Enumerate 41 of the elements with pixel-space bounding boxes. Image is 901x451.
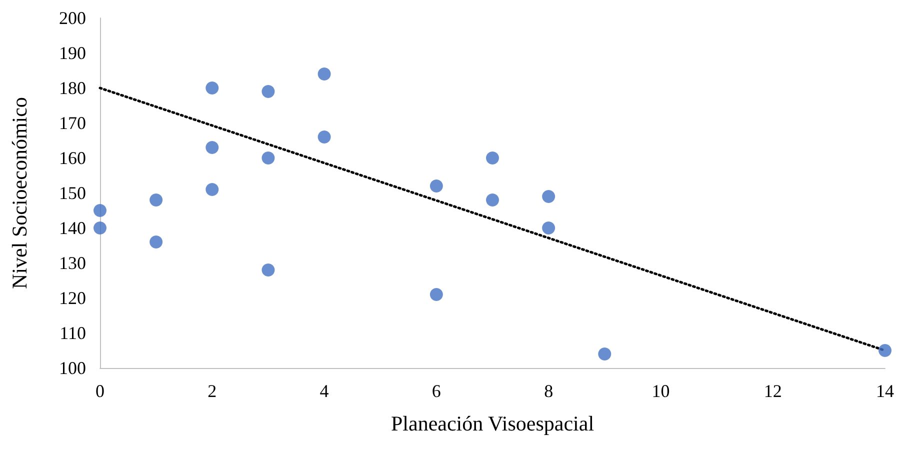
point [878,344,892,357]
x-tick-label: 12 [764,381,782,401]
y-tick-label: 100 [59,358,86,378]
y-tick-label: 120 [59,288,86,308]
x-axis-title: Planeación Visoespacial [390,412,594,436]
point [94,204,106,217]
x-tick-label: 10 [652,381,670,401]
y-tick-label: 140 [59,218,86,238]
y-tick-label: 180 [59,78,86,98]
x-tick-label: 2 [208,381,217,401]
y-tick-label: 130 [59,253,86,273]
x-tick-label: 8 [544,381,554,401]
y-tick-label: 190 [59,43,86,63]
point [430,288,443,301]
x-tick-label: 0 [96,381,104,401]
point [542,190,556,203]
x-tick-label: 4 [320,381,329,401]
y-axis-title: Nivel Socioeconómico [8,97,32,289]
point [206,141,219,154]
point [150,236,163,248]
point [430,180,443,192]
x-tick-label: 6 [432,381,441,401]
y-tick-label: 200 [59,8,86,28]
point [598,348,612,360]
point [206,82,219,94]
point [318,68,331,80]
y-tick-label: 150 [59,183,86,203]
y-tick-label: 110 [60,323,86,343]
y-tick-label: 170 [59,113,86,133]
point [262,85,275,98]
y-tick-label: 160 [59,148,86,168]
point [150,194,163,206]
x-tick-label: 14 [876,381,894,401]
point [486,194,499,206]
point [486,152,499,164]
point [542,222,556,234]
point [262,264,275,276]
point [318,130,331,144]
point [262,152,275,164]
point [94,222,106,234]
point [206,183,219,196]
